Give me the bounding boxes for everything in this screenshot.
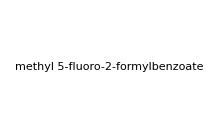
Text: methyl 5-fluoro-2-formylbenzoate: methyl 5-fluoro-2-formylbenzoate [15, 62, 203, 72]
